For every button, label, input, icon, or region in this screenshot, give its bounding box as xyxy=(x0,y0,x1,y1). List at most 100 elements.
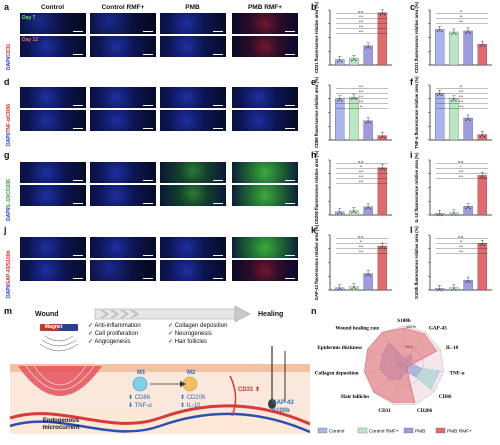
magnet-label: Magnet xyxy=(45,324,63,330)
scale-bar xyxy=(285,54,295,55)
wound-title: Wound xyxy=(35,311,59,318)
data-point xyxy=(369,47,371,49)
scale-bar xyxy=(143,105,153,106)
data-point xyxy=(483,136,485,138)
radar-axis-label: CD86 xyxy=(439,394,452,400)
data-point xyxy=(381,135,383,138)
sig-label: *** xyxy=(359,100,364,104)
panel-label-c: c xyxy=(410,2,416,12)
data-point xyxy=(467,206,469,208)
data-point xyxy=(381,168,383,170)
il10-label: ⬆ IL-10 xyxy=(180,403,201,409)
sig-label: *** xyxy=(359,170,364,174)
data-point xyxy=(453,288,455,290)
micrograph-tile xyxy=(232,13,298,34)
sig-label: *** xyxy=(459,105,464,109)
data-point xyxy=(451,33,453,35)
data-point xyxy=(439,93,441,95)
data-point xyxy=(355,59,357,62)
data-point xyxy=(365,47,367,49)
sig-label: *** xyxy=(359,175,364,179)
data-point xyxy=(469,207,471,210)
data-point xyxy=(483,244,485,247)
y-axis-label: CD31 fluorescence relative area (%) xyxy=(314,1,319,73)
data-point xyxy=(351,288,353,290)
epidermis-layer xyxy=(10,364,310,372)
bar-control xyxy=(435,93,445,141)
micrograph-tile xyxy=(232,36,298,57)
sig-label: *** xyxy=(459,170,464,174)
scale-bar xyxy=(143,278,153,279)
sig-label: *** xyxy=(459,20,464,24)
sig-label: ** xyxy=(360,105,363,109)
data-point xyxy=(367,46,369,48)
legend-label: PMB RMF+ xyxy=(447,429,472,435)
legend-label: Control RMF+ xyxy=(369,429,399,435)
micrograph-tile xyxy=(232,185,298,206)
data-point xyxy=(469,281,471,283)
micrograph-tile xyxy=(20,237,86,258)
data-point xyxy=(341,213,343,215)
field-lines xyxy=(39,335,79,352)
bar-pmb-rmf- xyxy=(377,245,387,291)
micrograph-tile xyxy=(160,260,226,281)
legend-swatch xyxy=(435,427,446,434)
panel-label-k: k xyxy=(311,225,317,235)
micrograph-tile xyxy=(20,87,86,108)
data-point xyxy=(367,273,369,276)
micrograph-tile xyxy=(20,36,86,57)
data-point xyxy=(383,14,385,16)
data-point xyxy=(465,32,467,34)
m1-to-m2-arrowhead xyxy=(180,381,186,387)
sig-label: *** xyxy=(359,90,364,94)
scale-bar xyxy=(73,203,83,204)
bar-chart-k: GAP-43 fluorescence relative area (%) n.s… xyxy=(314,224,392,300)
data-point xyxy=(341,61,343,63)
micrograph-tile xyxy=(90,110,156,131)
data-point xyxy=(351,59,353,62)
sig-label: *** xyxy=(459,175,464,179)
micrograph-tile xyxy=(20,13,86,34)
bar-pmb-rmf- xyxy=(477,243,487,291)
checklist-right: ✓ Collagen deposition ✓ Neurogenesis ✓ H… xyxy=(168,322,227,346)
micrograph-tile xyxy=(20,162,86,183)
sig-label: *** xyxy=(359,180,364,184)
data-point xyxy=(379,137,381,139)
data-point xyxy=(353,58,355,61)
scale-bar xyxy=(143,31,153,32)
radar-axis-label: Wound healing rate xyxy=(335,325,380,331)
micrograph-tile xyxy=(20,185,86,206)
s100b-label: S100b xyxy=(272,408,290,414)
micrograph-tile xyxy=(90,13,156,34)
data-point xyxy=(439,288,441,291)
sig-label: n.s. xyxy=(358,235,364,239)
scale-bar xyxy=(285,255,295,256)
sig-label: *** xyxy=(459,100,464,104)
scale-bar xyxy=(73,180,83,181)
data-point xyxy=(479,136,481,138)
data-point xyxy=(453,99,455,101)
data-point xyxy=(451,214,453,216)
sig-label: *** xyxy=(459,95,464,99)
bar-chart-f: TNF-α fluorescence relative area (%) ****… xyxy=(414,76,492,149)
data-point xyxy=(365,275,367,277)
data-point xyxy=(441,30,443,33)
scale-bar xyxy=(73,255,83,256)
bar-chart-c: CD31 fluorescence relative area (%) *****… xyxy=(414,1,492,73)
scale-bar xyxy=(285,105,295,106)
legend-label: Control xyxy=(329,429,344,435)
sig-label: ** xyxy=(360,240,363,244)
sig-label: ** xyxy=(460,10,463,14)
radar-axis-label: IL-10 xyxy=(446,345,459,351)
sig-label: *** xyxy=(459,250,464,254)
data-point xyxy=(351,212,353,214)
bar-pmb-rmf- xyxy=(377,167,387,216)
micrograph-tile xyxy=(160,110,226,131)
data-point xyxy=(339,99,341,101)
scale-bar xyxy=(213,128,223,129)
radar-r-label: 100% xyxy=(406,325,416,329)
vein-vessel xyxy=(9,412,311,434)
sig-label: n.s. xyxy=(358,160,364,164)
micrograph-tile xyxy=(160,87,226,108)
data-point xyxy=(381,246,383,248)
